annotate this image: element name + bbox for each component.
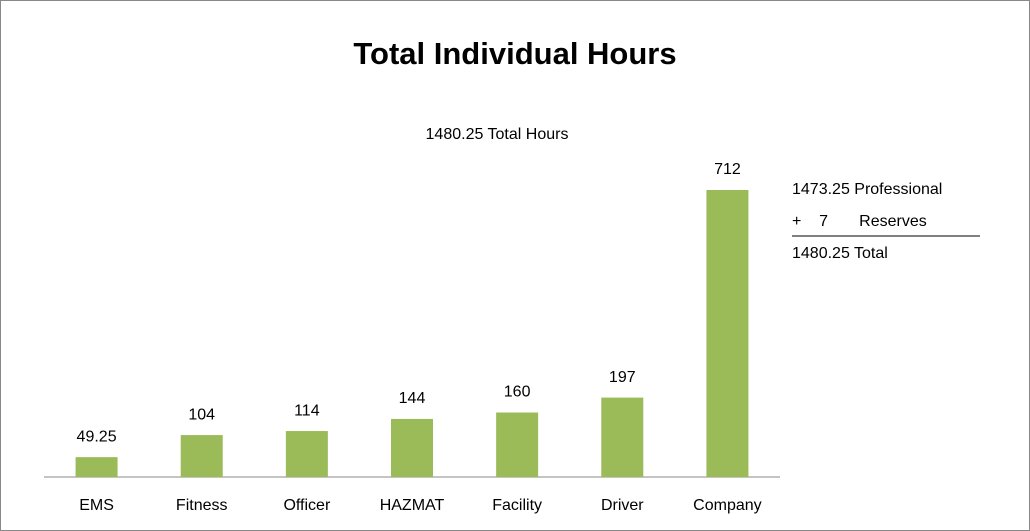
data-label: 49.25 (77, 428, 117, 445)
x-tick-label: Fitness (176, 497, 228, 514)
x-tick-label: Officer (283, 497, 331, 514)
x-tick-label: Company (693, 497, 761, 514)
x-tick-label: Facility (492, 497, 542, 514)
annotation: 1473.25 Professional (792, 181, 942, 198)
bar (285, 431, 328, 477)
data-label: 104 (188, 406, 215, 423)
x-tick-label: HAZMAT (380, 497, 445, 514)
bar (180, 435, 223, 477)
data-label: 114 (294, 402, 320, 419)
data-label: 160 (504, 384, 531, 401)
data-label: 197 (609, 369, 636, 386)
bar (391, 418, 433, 477)
chart-title: Total Individual Hours (353, 36, 676, 71)
bar (601, 397, 644, 477)
x-tick-label: Driver (601, 497, 644, 514)
annotation: 1480.25 Total (792, 245, 888, 262)
data-label: 144 (399, 390, 426, 407)
chart-subtitle: 1480.25 Total Hours (426, 126, 569, 143)
bar (75, 457, 118, 477)
x-tick-label: EMS (79, 497, 114, 514)
data-label: 712 (714, 161, 741, 178)
annotation: + 7 Reserves (792, 213, 927, 230)
bar (496, 412, 539, 477)
bar (706, 190, 749, 477)
